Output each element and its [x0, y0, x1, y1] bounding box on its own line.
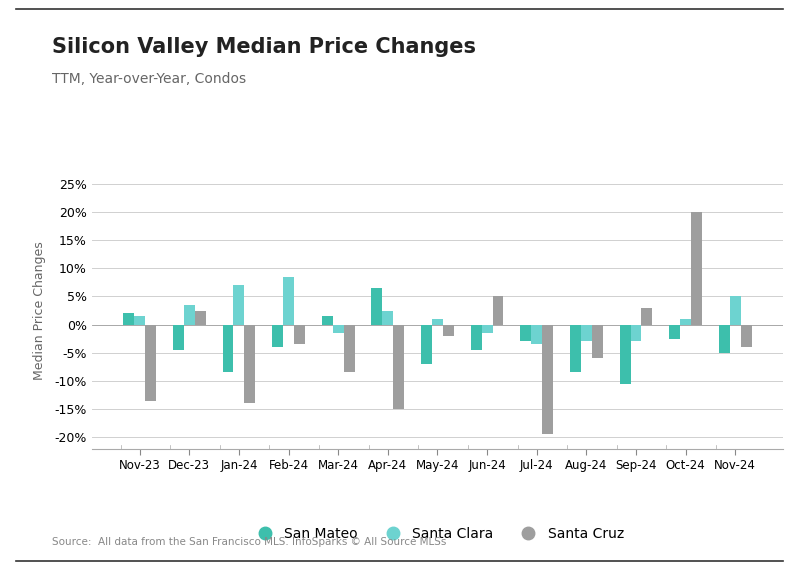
- Bar: [283, 277, 294, 324]
- Bar: [322, 316, 332, 324]
- Bar: [531, 324, 543, 344]
- Bar: [432, 319, 443, 324]
- Bar: [195, 310, 205, 324]
- Bar: [619, 324, 630, 384]
- Bar: [344, 324, 355, 373]
- Bar: [383, 310, 393, 324]
- Bar: [443, 324, 454, 336]
- Legend: San Mateo, Santa Clara, Santa Cruz: San Mateo, Santa Clara, Santa Cruz: [245, 522, 630, 546]
- Bar: [134, 316, 145, 324]
- Bar: [173, 324, 184, 350]
- Bar: [719, 324, 729, 352]
- Bar: [244, 324, 256, 404]
- Bar: [184, 305, 195, 324]
- Bar: [520, 324, 531, 342]
- Bar: [570, 324, 581, 373]
- Bar: [741, 324, 752, 347]
- Bar: [482, 324, 492, 333]
- Bar: [630, 324, 642, 342]
- Bar: [670, 324, 680, 339]
- Bar: [372, 288, 383, 324]
- Bar: [471, 324, 482, 350]
- Bar: [294, 324, 305, 344]
- Bar: [729, 297, 741, 324]
- Bar: [393, 324, 404, 409]
- Y-axis label: Median Price Changes: Median Price Changes: [34, 241, 46, 380]
- Text: Silicon Valley Median Price Changes: Silicon Valley Median Price Changes: [52, 37, 476, 58]
- Bar: [145, 324, 156, 401]
- Bar: [421, 324, 432, 364]
- Bar: [233, 285, 244, 324]
- Text: TTM, Year-over-Year, Condos: TTM, Year-over-Year, Condos: [52, 72, 246, 86]
- Bar: [332, 324, 344, 333]
- Text: Source:  All data from the San Francisco MLS. InfoSparks © All Source MLSs: Source: All data from the San Francisco …: [52, 538, 447, 547]
- Bar: [492, 297, 503, 324]
- Bar: [680, 319, 691, 324]
- Bar: [581, 324, 592, 342]
- Bar: [592, 324, 602, 358]
- Bar: [691, 212, 702, 324]
- Bar: [223, 324, 233, 373]
- Bar: [123, 313, 134, 324]
- Bar: [543, 324, 553, 435]
- Bar: [272, 324, 283, 347]
- Bar: [642, 308, 652, 324]
